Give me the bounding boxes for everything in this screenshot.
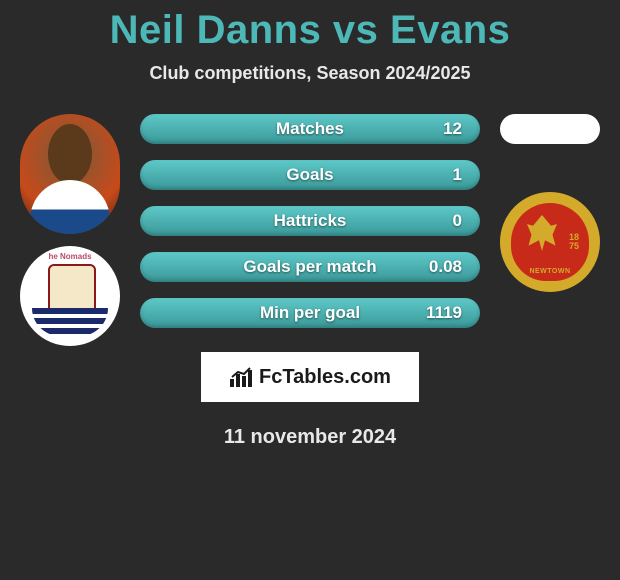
date-text: 11 november 2024 (0, 426, 620, 449)
stat-label: Goals per match (243, 257, 376, 277)
stat-value: 0.08 (429, 257, 462, 277)
badge-right-year: 1875 (569, 233, 579, 251)
stats-bars: Matches 12 Goals 1 Hattricks 0 Goals per… (140, 114, 480, 328)
stat-label: Matches (276, 119, 344, 139)
stat-bar-goals-per-match: Goals per match 0.08 (140, 252, 480, 282)
chart-icon (229, 367, 253, 387)
stat-value: 1119 (426, 303, 462, 323)
comparison-content: he Nomads 1875 NEWTOWN Matches 12 Goals … (0, 114, 620, 328)
logo-text: FcTables.com (259, 366, 391, 389)
stat-bar-min-per-goal: Min per goal 1119 (140, 298, 480, 328)
stat-value: 1 (453, 165, 462, 185)
club-badge-left: he Nomads (20, 246, 120, 346)
page-title: Neil Danns vs Evans (0, 0, 620, 53)
stat-value: 0 (453, 211, 462, 231)
stat-bar-hattricks: Hattricks 0 (140, 206, 480, 236)
player-photo-right-placeholder (500, 114, 600, 144)
club-badge-right: 1875 NEWTOWN (500, 192, 600, 292)
stat-label: Min per goal (260, 303, 360, 323)
left-column: he Nomads (10, 114, 130, 346)
right-column: 1875 NEWTOWN (490, 114, 610, 292)
site-logo[interactable]: FcTables.com (201, 352, 419, 402)
subtitle: Club competitions, Season 2024/2025 (0, 63, 620, 84)
stat-value: 12 (443, 119, 462, 139)
player-photo-left (20, 114, 120, 234)
stat-bar-matches: Matches 12 (140, 114, 480, 144)
stat-bar-goals: Goals 1 (140, 160, 480, 190)
badge-left-text: he Nomads (48, 252, 91, 261)
stat-label: Hattricks (274, 211, 347, 231)
badge-right-name: NEWTOWN (503, 268, 597, 275)
stat-label: Goals (286, 165, 333, 185)
